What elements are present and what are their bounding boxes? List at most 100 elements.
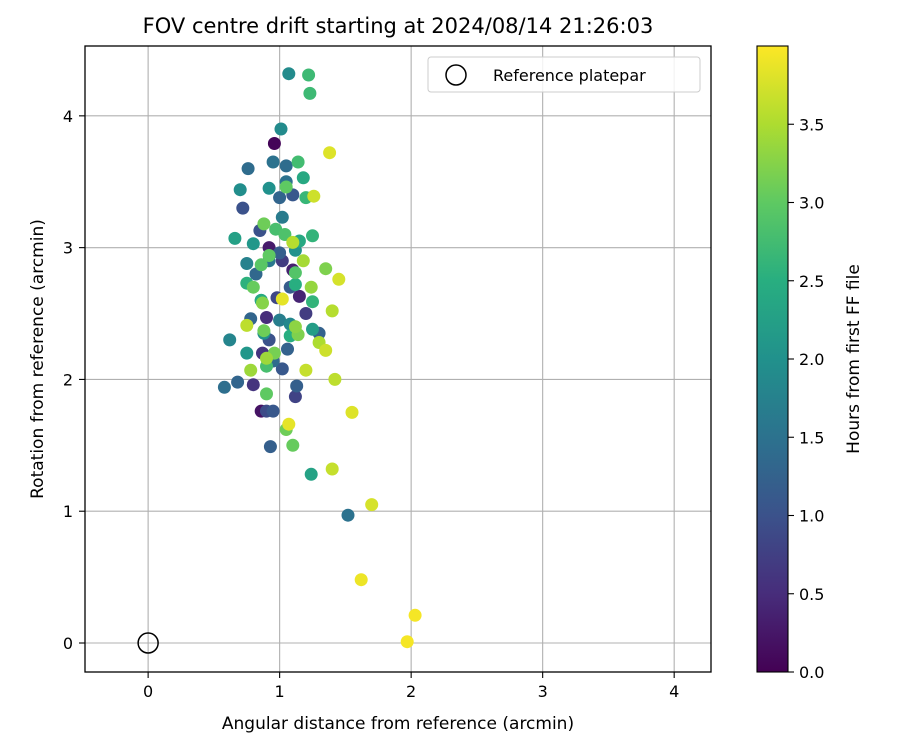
scatter-point (354, 573, 368, 587)
legend-entry-reference: Reference platepar (493, 66, 646, 85)
scatter-point (299, 307, 313, 320)
x-tick-label: 2 (406, 682, 416, 701)
colorbar-tick-label: 3.0 (799, 194, 824, 213)
scatter-point (408, 608, 422, 622)
scatter-point (240, 346, 254, 360)
x-axis-label: Angular distance from reference (arcmin) (222, 714, 574, 734)
scatter-point (266, 155, 280, 169)
scatter-point (274, 122, 288, 136)
scatter-point (304, 467, 318, 481)
scatter-point (279, 159, 293, 173)
scatter-point (286, 235, 300, 249)
data-points (137, 67, 422, 654)
y-tick-label: 1 (63, 502, 73, 521)
scatter-point (246, 237, 260, 251)
scatter-point (273, 313, 287, 327)
scatter-point (303, 86, 317, 100)
scatter-point (288, 390, 302, 404)
colorbar-tick-label: 0.0 (799, 663, 824, 682)
scatter-point (306, 322, 319, 336)
scatter-point (365, 498, 379, 512)
scatter-point (233, 183, 247, 197)
scatter-point (260, 351, 273, 365)
scatter-point (262, 181, 276, 195)
x-tick-label: 4 (669, 682, 679, 701)
colorbar: 0.0 0.5 1.0 1.5 2.0 2.5 3.0 3.5 Hours from firs… (756, 45, 864, 682)
scatter-point (304, 280, 318, 294)
scatter-point (231, 375, 245, 389)
scatter-point (260, 387, 273, 401)
scatter-point (275, 362, 289, 376)
scatter-point (273, 191, 287, 205)
scatter-point (319, 343, 333, 357)
colorbar-label: Hours from first FF file (844, 264, 864, 454)
chart-title: FOV centre drift starting at 2024/08/14 … (143, 14, 654, 38)
legend-box (427, 56, 701, 93)
scatter-point (319, 262, 333, 276)
scatter-point (281, 342, 294, 356)
reference-platepar-marker (137, 632, 159, 654)
scatter-point (288, 278, 302, 291)
scatter-point (299, 363, 313, 377)
scatter-point (266, 404, 280, 418)
colorbar-ticks: 0.0 0.5 1.0 1.5 2.0 2.5 3.0 3.5 (788, 115, 824, 682)
x-tick-label: 3 (538, 682, 548, 701)
scatter-point (325, 462, 339, 476)
scatter-point (241, 162, 255, 176)
y-tick-label: 0 (63, 634, 73, 653)
y-axis-label: Rotation from reference (arcmin) (28, 219, 48, 499)
scatter-point (291, 155, 305, 169)
scatter-point (345, 405, 359, 419)
scatter-point (254, 258, 268, 272)
scatter-point (257, 217, 271, 231)
y-tick-label: 3 (63, 239, 73, 258)
scatter-point (288, 320, 302, 334)
scatter-point (290, 379, 304, 393)
y-tick-label: 2 (63, 370, 73, 389)
scatter-point (279, 180, 293, 194)
scatter-point (307, 189, 321, 203)
y-axis-ticks: 0 1 2 3 4 (63, 107, 85, 653)
scatter-point (228, 231, 242, 245)
x-axis-ticks: 0 1 2 3 4 (143, 672, 679, 701)
scatter-point (341, 508, 355, 522)
grid-lines (85, 46, 711, 672)
colorbar-gradient (756, 45, 789, 673)
scatter-point (262, 249, 276, 262)
x-tick-label: 0 (143, 682, 153, 701)
scatter-point (278, 228, 292, 241)
scatter-point (267, 137, 281, 150)
scatter-point (257, 324, 271, 338)
scatter-point (275, 210, 289, 224)
scatter-point (323, 146, 337, 160)
scatter-point (217, 380, 231, 394)
scatter-point (400, 635, 414, 649)
scatter-point (273, 246, 287, 260)
colorbar-tick-label: 2.5 (799, 272, 824, 291)
scatter-point (246, 378, 260, 392)
scatter-point (246, 280, 260, 294)
legend-reference-marker (445, 64, 467, 86)
scatter-point (302, 68, 316, 82)
scatter-point (275, 292, 289, 306)
colorbar-tick-label: 1.5 (799, 428, 824, 447)
scatter-point (325, 304, 339, 318)
scatter-point (282, 417, 296, 431)
scatter-point (282, 67, 296, 81)
plot-frame (84, 45, 712, 673)
colorbar-tick-label: 3.5 (799, 115, 824, 134)
scatter-point (292, 289, 306, 303)
legend: Reference platepar (427, 56, 701, 93)
scatter-point (306, 295, 319, 309)
scatter-point (236, 201, 250, 215)
scatter-point (223, 333, 237, 347)
scatter-point (286, 438, 300, 452)
scatter-point (296, 171, 310, 185)
scatter-point (240, 257, 254, 270)
y-tick-label: 4 (63, 107, 73, 126)
colorbar-tick-label: 0.5 (799, 585, 824, 604)
scatter-point (240, 318, 254, 332)
scatter-point (288, 266, 302, 280)
x-tick-label: 1 (275, 682, 285, 701)
